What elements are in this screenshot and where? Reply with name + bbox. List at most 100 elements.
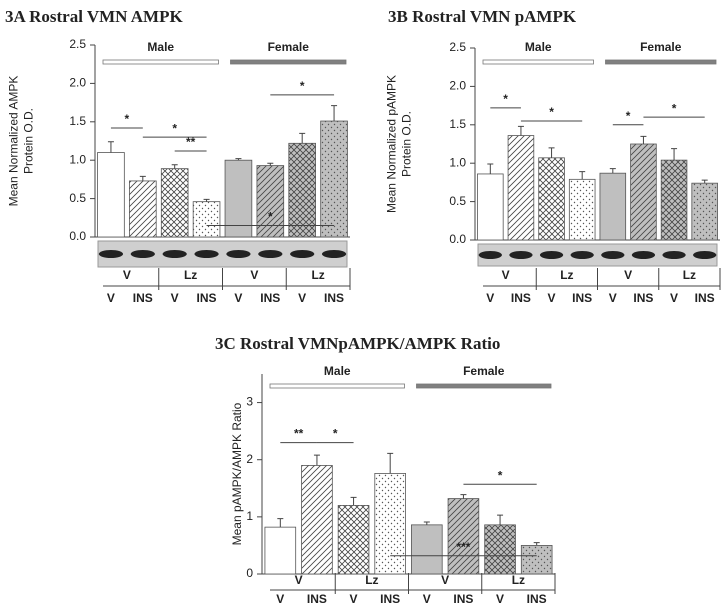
x-tick-label: INS [197,291,217,305]
significance-label: * [300,79,305,93]
bar [321,121,348,237]
error-bar [534,543,540,546]
bar [631,144,657,240]
subgroup-label: V [295,573,303,587]
figure: 3A Rostral VMN AMPKMean Normalized AMPKP… [0,0,723,605]
error-bar [172,165,178,169]
group-bar [483,60,594,64]
bar [477,174,503,240]
x-tick-label: INS [324,291,344,305]
blot-band [632,251,655,259]
group-label: Male [525,40,552,54]
group-label: Female [268,40,310,54]
group-bar [103,60,219,64]
x-tick-label: INS [511,291,531,305]
significance-label: * [125,112,130,126]
group-label: Female [640,40,682,54]
x-tick-label: INS [572,291,592,305]
bar [692,183,718,240]
error-bar [497,515,503,525]
significance-label: * [172,121,177,135]
error-bar [487,164,493,174]
y-tick-label: 3 [246,395,253,409]
x-tick-label: V [486,291,494,305]
x-tick-label: V [548,291,556,305]
x-tick-label: V [298,291,306,305]
significance-label: *** [456,540,470,554]
bar [539,158,565,240]
bar [265,527,296,574]
significance-label: ** [294,427,304,441]
subgroup-label: Lz [365,573,378,587]
blot-band [601,251,624,259]
bar [600,173,626,240]
bar [375,473,406,574]
bar [257,166,284,237]
y-tick-label: 0.5 [449,194,466,208]
x-tick-label: V [670,291,678,305]
bar [129,181,156,237]
error-bar [549,148,555,158]
significance-label: * [498,468,503,482]
chart-title: 3B Rostral VMN pAMPK [388,7,577,26]
subgroup-label: Lz [560,268,573,282]
subgroup-label: Lz [683,268,696,282]
y-tick-label: 2.5 [69,37,86,51]
significance-label: ** [186,135,196,149]
y-tick-label: 1.0 [69,152,86,166]
x-tick-label: V [609,291,617,305]
x-tick-label: INS [307,592,327,605]
error-bar [299,133,305,143]
error-bar [610,169,616,174]
y-tick-label: 1.5 [69,114,86,128]
error-bar [277,519,283,528]
blot-band [571,251,594,259]
x-tick-label: V [350,592,358,605]
bar [302,465,333,574]
blot-band [509,251,532,259]
subgroup-label: Lz [184,268,197,282]
blot-band [258,250,282,258]
x-tick-label: V [276,592,284,605]
x-tick-label: V [107,291,115,305]
bar [521,545,552,574]
x-tick-label: INS [133,291,153,305]
y-tick-label: 2.0 [69,76,86,90]
bar [161,169,188,237]
x-tick-label: INS [380,592,400,605]
error-bar [314,455,320,465]
y-tick-label: 2.0 [449,79,466,93]
group-label: Male [147,40,174,54]
error-bar [702,180,708,183]
y-tick-label: 1.0 [449,155,466,169]
blot-band [99,250,123,258]
y-tick-label: 0.0 [449,232,466,246]
bar [411,525,442,574]
y-axis-label: Protein O.D. [400,111,414,177]
bar [289,143,316,237]
y-tick-label: 1.5 [449,117,466,131]
bar [448,499,479,574]
subgroup-label: Lz [311,268,324,282]
blot-band [693,251,716,259]
bar [193,202,220,237]
chart-title: 3C Rostral VMNpAMPK/AMPK Ratio [215,334,500,353]
bar [338,505,369,574]
error-bar [671,149,677,161]
y-tick-label: 0.0 [69,229,86,243]
blot-band [662,251,685,259]
subgroup-label: V [123,268,131,282]
bar [98,153,125,237]
error-bar [460,495,466,499]
x-tick-label: V [234,291,242,305]
y-axis-label: Mean Normalized AMPK [7,76,21,207]
bar [661,160,687,240]
y-axis-label: Protein O.D. [22,108,36,174]
significance-label: * [672,101,677,115]
x-tick-label: INS [527,592,547,605]
bar [485,525,516,574]
bar [569,179,595,240]
blot-band [226,250,250,258]
significance-label: * [503,92,508,106]
y-tick-label: 0 [246,566,253,580]
